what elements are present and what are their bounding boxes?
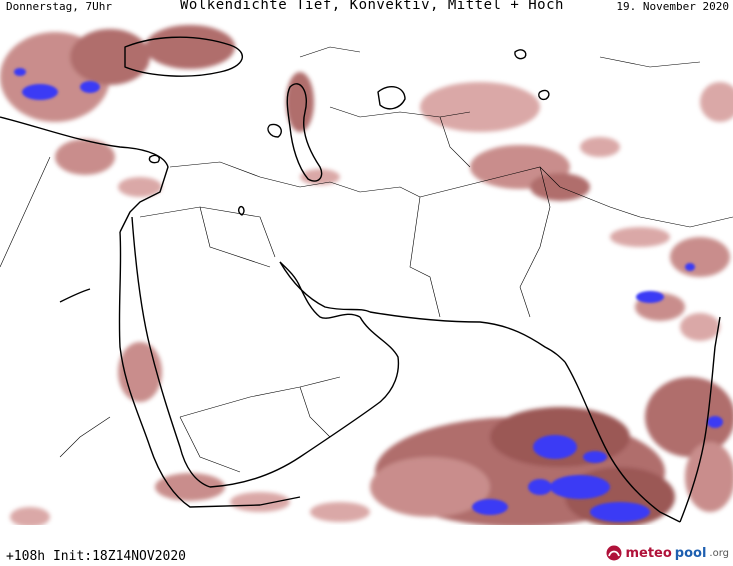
logo-text-pool: pool [674, 545, 707, 561]
forecast-date-label: 19. November 2020 [616, 0, 729, 13]
logo-text-org: .org [709, 547, 729, 559]
meteopool-logo[interactable]: meteo pool .org [606, 545, 729, 561]
map-title: Wolkendichte Tief, Konvektiv, Mittel + H… [180, 0, 564, 13]
country-border-layer [0, 46, 733, 473]
coastline-layer [0, 36, 721, 523]
cloud-cover-map [0, 17, 733, 525]
forecast-time-label: Donnerstag, 7Uhr [6, 0, 112, 13]
map-footer: +108h Init:18Z14NOV2020 meteo pool .org [0, 525, 733, 566]
logo-text-meteo: meteo [625, 545, 672, 561]
meteopool-logo-icon [606, 545, 622, 561]
model-run-info: +108h Init:18Z14NOV2020 [6, 549, 187, 564]
